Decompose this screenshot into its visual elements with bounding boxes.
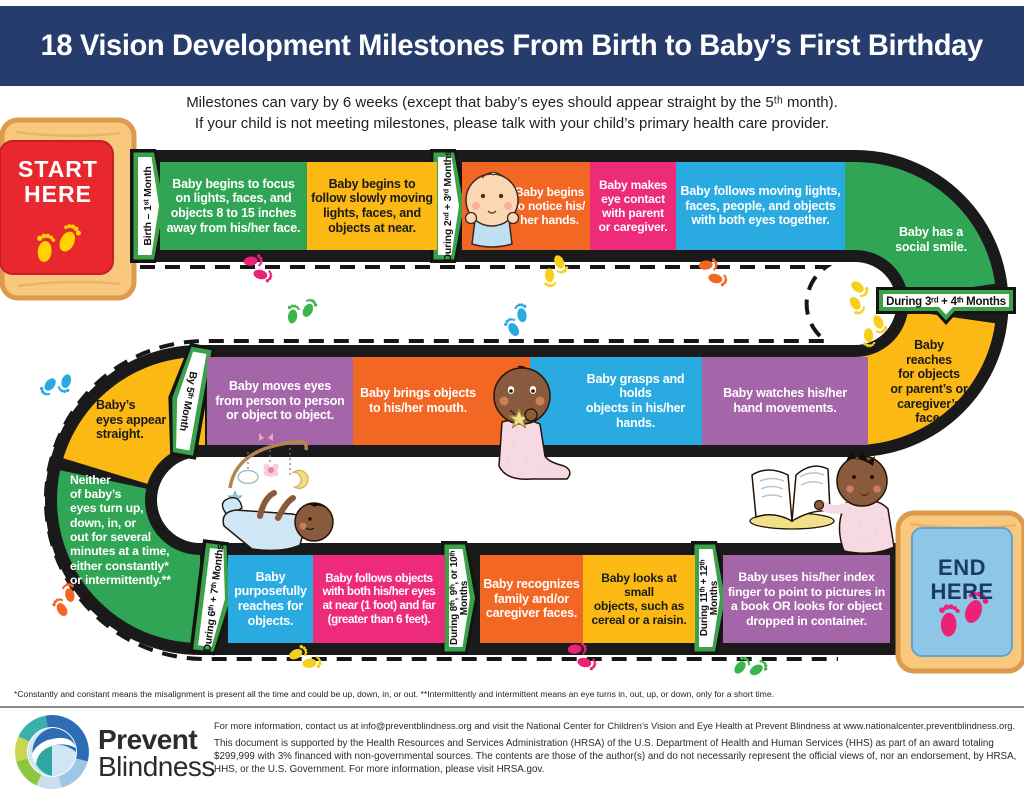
milestone-cell-13: Neither of baby’s eyes turn up, down, in… (62, 456, 210, 604)
eye-logo-icon (15, 715, 89, 789)
milestone-text-12: Baby’s eyes appear straight. (96, 398, 167, 442)
marker-birth-1st-month: Birth – 1ˢᵗ Month (142, 166, 155, 246)
milestone-text-15: Baby follows objects with both his/her e… (322, 571, 436, 626)
milestone-text-18: Baby uses his/her index finger to point … (727, 570, 886, 628)
footer-contact: For more information, contact us at info… (214, 721, 1016, 732)
cell-social-smile (845, 162, 996, 297)
marker-3rd-4th-months: During 3ʳᵈ + 4ᵗʰ Months (886, 296, 1006, 309)
milestone-cell-16: Baby recognizes family and/or caregiver … (480, 555, 583, 643)
marker-shape-3rd-4th-banner (876, 287, 1016, 325)
milestone-text-8: Baby watches his/her hand movements. (723, 386, 847, 415)
header-bar: 18 Vision Development Milestones From Bi… (0, 6, 1024, 86)
baby-objects-to-mouth-illustration (493, 365, 571, 480)
footer-divider (0, 706, 1024, 708)
milestone-text-7: Baby reaches for objects or parent’s or … (890, 338, 968, 426)
logo-line-1: Prevent (98, 724, 198, 755)
marker-8th-9th-10th-months: During 8ᵗʰ, 9ᵗʰ, or 10ᵗʰ Months (448, 551, 471, 645)
marker-2nd-3rd-months: During 2ⁿᵈ + 3ʳᵈ Months (442, 150, 455, 262)
end-here-label: END HERE (930, 555, 994, 604)
milestone-cell-11: Baby moves eyes from person to person or… (207, 357, 353, 445)
logo-wordmark: Prevent Blindness (98, 724, 215, 783)
milestone-text-2: Baby begins to follow slowly moving ligh… (311, 176, 433, 235)
baby-lying-illustration (221, 490, 334, 552)
subtitle: Milestones can vary by 6 weeks (except t… (0, 93, 1024, 134)
cell-eyes-straight (63, 357, 205, 484)
subtitle-line-1: Milestones can vary by 6 weeks (except t… (186, 94, 838, 111)
milestone-text-4: Baby makes eye contact with parent or ca… (598, 177, 668, 235)
marker-shape-6th-7th (189, 539, 234, 656)
milestone-text-16: Baby recognizes family and/or caregiver … (483, 576, 580, 621)
marker-11th-12th-months: During 11ᵗʰ + 12ᵗʰ Months (698, 559, 721, 637)
end-board (895, 510, 1024, 674)
milestone-text-11: Baby moves eyes from person to person or… (215, 378, 345, 423)
milestone-cell-4: Baby makes eye contact with parent or ca… (590, 162, 676, 250)
baby-notice-hands-illustration (464, 171, 520, 248)
milestone-cell-17: Baby looks at small objects, such as cer… (583, 555, 695, 643)
milestone-cell-15: Baby follows objects with both his/her e… (313, 555, 445, 643)
milestone-text-1: Baby begins to focus on lights, faces, a… (166, 176, 301, 235)
milestone-text-3: Baby begins to notice his/ her hands. (513, 184, 586, 228)
milestone-text-5: Baby follows moving lights, faces, peopl… (680, 183, 841, 228)
baby-reading-book-illustration (749, 451, 895, 554)
page-title: 18 Vision Development Milestones From Bi… (40, 29, 984, 62)
milestone-cell-14: Baby purposefully reaches for objects. (228, 555, 313, 643)
dashed-trail (44, 265, 838, 661)
subtitle-line-2: If your child is not meeting milestones,… (194, 114, 830, 132)
milestone-cell-7: Baby reaches for objects or parent’s or … (864, 326, 994, 438)
marker-shape-2nd-3rd (430, 149, 468, 263)
milestone-text-13: Neither of baby’s eyes turn up, down, in… (70, 472, 171, 587)
milestone-cell-5: Baby follows moving lights, faces, peopl… (676, 162, 845, 250)
milestone-cell-12: Baby’s eyes appear straight. (84, 388, 204, 452)
milestone-text-6: Baby has a social smile. (895, 225, 967, 254)
cell-baby-reaches (855, 310, 996, 445)
start-here-label: START HERE (18, 156, 98, 207)
marker-shape-by-5th (168, 342, 216, 460)
marker-shape-11th-12th (691, 541, 729, 655)
milestone-text-14: Baby purposefully reaches for objects. (234, 569, 307, 628)
footnote: *Constantly and constant means the misal… (14, 689, 774, 699)
milestone-cell-6: Baby has a social smile. (864, 212, 998, 268)
marker-shape-8th-9th-10th (441, 541, 479, 655)
prevent-blindness-logo (15, 715, 89, 789)
footer-support: This document is supported by the Health… (214, 738, 1017, 776)
cell-neither-eyes-turn (56, 470, 201, 643)
milestone-cell-2: Baby begins to follow slowly moving ligh… (307, 162, 437, 250)
milestone-text-9: Baby grasps and holds objects in his/her… (585, 371, 686, 430)
marker-shape-birth-1st (130, 149, 168, 263)
milestone-text-10: Baby brings objects to his/her mouth. (360, 386, 476, 415)
footer-text: For more information, contact us at info… (214, 721, 1020, 776)
milestone-cell-8: Baby watches his/her hand movements. (702, 357, 868, 445)
logo-line-2: Blindness (98, 751, 215, 783)
milestone-cell-9: Baby grasps and holds objects in his/her… (530, 357, 702, 445)
milestone-cell-1: Baby begins to focus on lights, faces, a… (160, 162, 307, 250)
milestone-text-17: Baby looks at small objects, such as cer… (591, 570, 687, 628)
milestone-cell-18: Baby uses his/her index finger to point … (723, 555, 890, 643)
